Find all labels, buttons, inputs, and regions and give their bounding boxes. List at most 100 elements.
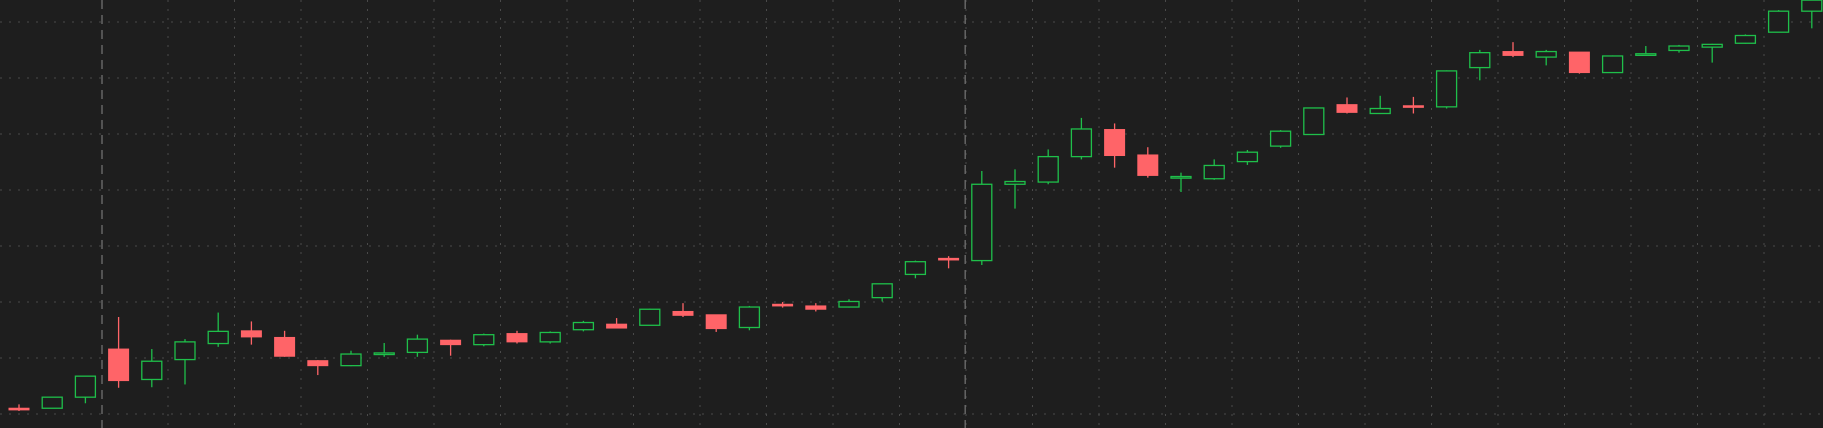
candle-body xyxy=(772,303,794,307)
candle-up xyxy=(904,260,927,279)
candle-body xyxy=(1369,107,1391,115)
candle-up xyxy=(141,349,163,388)
candle-body xyxy=(41,396,63,409)
candle-body xyxy=(1734,34,1757,44)
candle-up xyxy=(1236,149,1259,165)
candle-body xyxy=(74,375,97,398)
candle-up xyxy=(74,375,97,404)
candle-up xyxy=(1369,95,1391,115)
candle-down xyxy=(506,330,528,344)
candle-body xyxy=(506,333,528,343)
candle-up xyxy=(1004,169,1026,209)
candle-body xyxy=(8,407,30,411)
candle-body xyxy=(108,348,130,382)
candle-body xyxy=(838,300,860,308)
candle-body xyxy=(1801,0,1823,12)
candle-body xyxy=(1701,43,1723,48)
candle-body xyxy=(1070,128,1093,158)
candle-body xyxy=(1303,107,1325,136)
candle-body xyxy=(340,353,362,367)
candle-up xyxy=(572,320,595,332)
candle-down xyxy=(8,404,30,411)
candle-down xyxy=(440,339,462,356)
candle-up xyxy=(1435,70,1458,109)
candle-up xyxy=(1635,46,1657,57)
candle-body xyxy=(1137,154,1159,176)
candle-body xyxy=(1668,45,1690,52)
candle-body xyxy=(1469,52,1491,69)
candle-body xyxy=(938,257,960,261)
candle-body xyxy=(904,261,927,276)
candle-down xyxy=(705,314,727,332)
candle-down xyxy=(240,321,262,345)
candle-body xyxy=(971,183,993,262)
candle-body xyxy=(207,330,229,345)
candle-up xyxy=(1303,107,1325,136)
candle-up xyxy=(473,333,495,347)
candle-down xyxy=(108,316,130,388)
candle-body xyxy=(240,330,262,338)
candle-up xyxy=(1170,172,1192,193)
candle-up xyxy=(207,312,229,347)
candle-body xyxy=(1635,53,1657,57)
session-dividers xyxy=(101,0,966,428)
candle-body xyxy=(274,336,296,357)
candle-up xyxy=(1701,43,1723,63)
candle-up xyxy=(639,308,661,326)
candle-body xyxy=(1435,70,1458,108)
candle-body xyxy=(406,338,429,354)
candle-body xyxy=(1767,10,1790,33)
candle-up xyxy=(41,396,63,409)
candle-up xyxy=(1269,130,1292,148)
candle-body xyxy=(440,339,462,346)
candle-body xyxy=(1236,151,1259,163)
candle-down xyxy=(307,360,329,376)
candles xyxy=(8,0,1823,411)
candle-body xyxy=(174,341,196,361)
candle-up xyxy=(539,331,561,344)
candle-body xyxy=(1104,129,1126,157)
candle-down xyxy=(1104,123,1126,168)
candle-down xyxy=(274,330,296,357)
candle-body xyxy=(1203,164,1225,180)
candle-up xyxy=(1203,159,1225,180)
candle-body xyxy=(805,305,827,310)
candle-up xyxy=(1734,34,1757,44)
candle-body xyxy=(307,360,329,367)
candle-body xyxy=(572,321,595,331)
candle-body xyxy=(1004,180,1026,185)
candle-body xyxy=(1601,55,1624,74)
candle-up xyxy=(373,342,395,357)
candle-up xyxy=(738,305,761,331)
candle-down xyxy=(1336,97,1358,114)
candle-body xyxy=(539,331,561,343)
candle-body xyxy=(672,310,694,316)
candle-body xyxy=(1269,130,1292,147)
candle-body xyxy=(1535,50,1557,58)
candle-up xyxy=(1801,0,1823,29)
candle-up xyxy=(1668,44,1690,53)
candle-body xyxy=(1037,155,1059,183)
candle-body xyxy=(1568,51,1590,74)
candle-body xyxy=(738,306,761,329)
candle-down xyxy=(1568,51,1590,74)
candle-body xyxy=(1502,51,1524,56)
candle-body xyxy=(473,334,495,346)
candle-up xyxy=(1070,117,1093,160)
candle-body xyxy=(639,308,661,326)
candle-body xyxy=(606,323,628,329)
candle-up xyxy=(1037,149,1059,185)
candle-up xyxy=(871,283,893,302)
candle-up xyxy=(1469,49,1491,81)
candle-down xyxy=(805,303,827,312)
candle-down xyxy=(772,302,794,308)
candle-body xyxy=(141,360,163,381)
candle-down xyxy=(938,256,960,269)
candle-body xyxy=(1170,175,1192,179)
candle-body xyxy=(705,314,727,330)
candle-down xyxy=(1502,42,1524,58)
candle-up xyxy=(340,350,362,367)
